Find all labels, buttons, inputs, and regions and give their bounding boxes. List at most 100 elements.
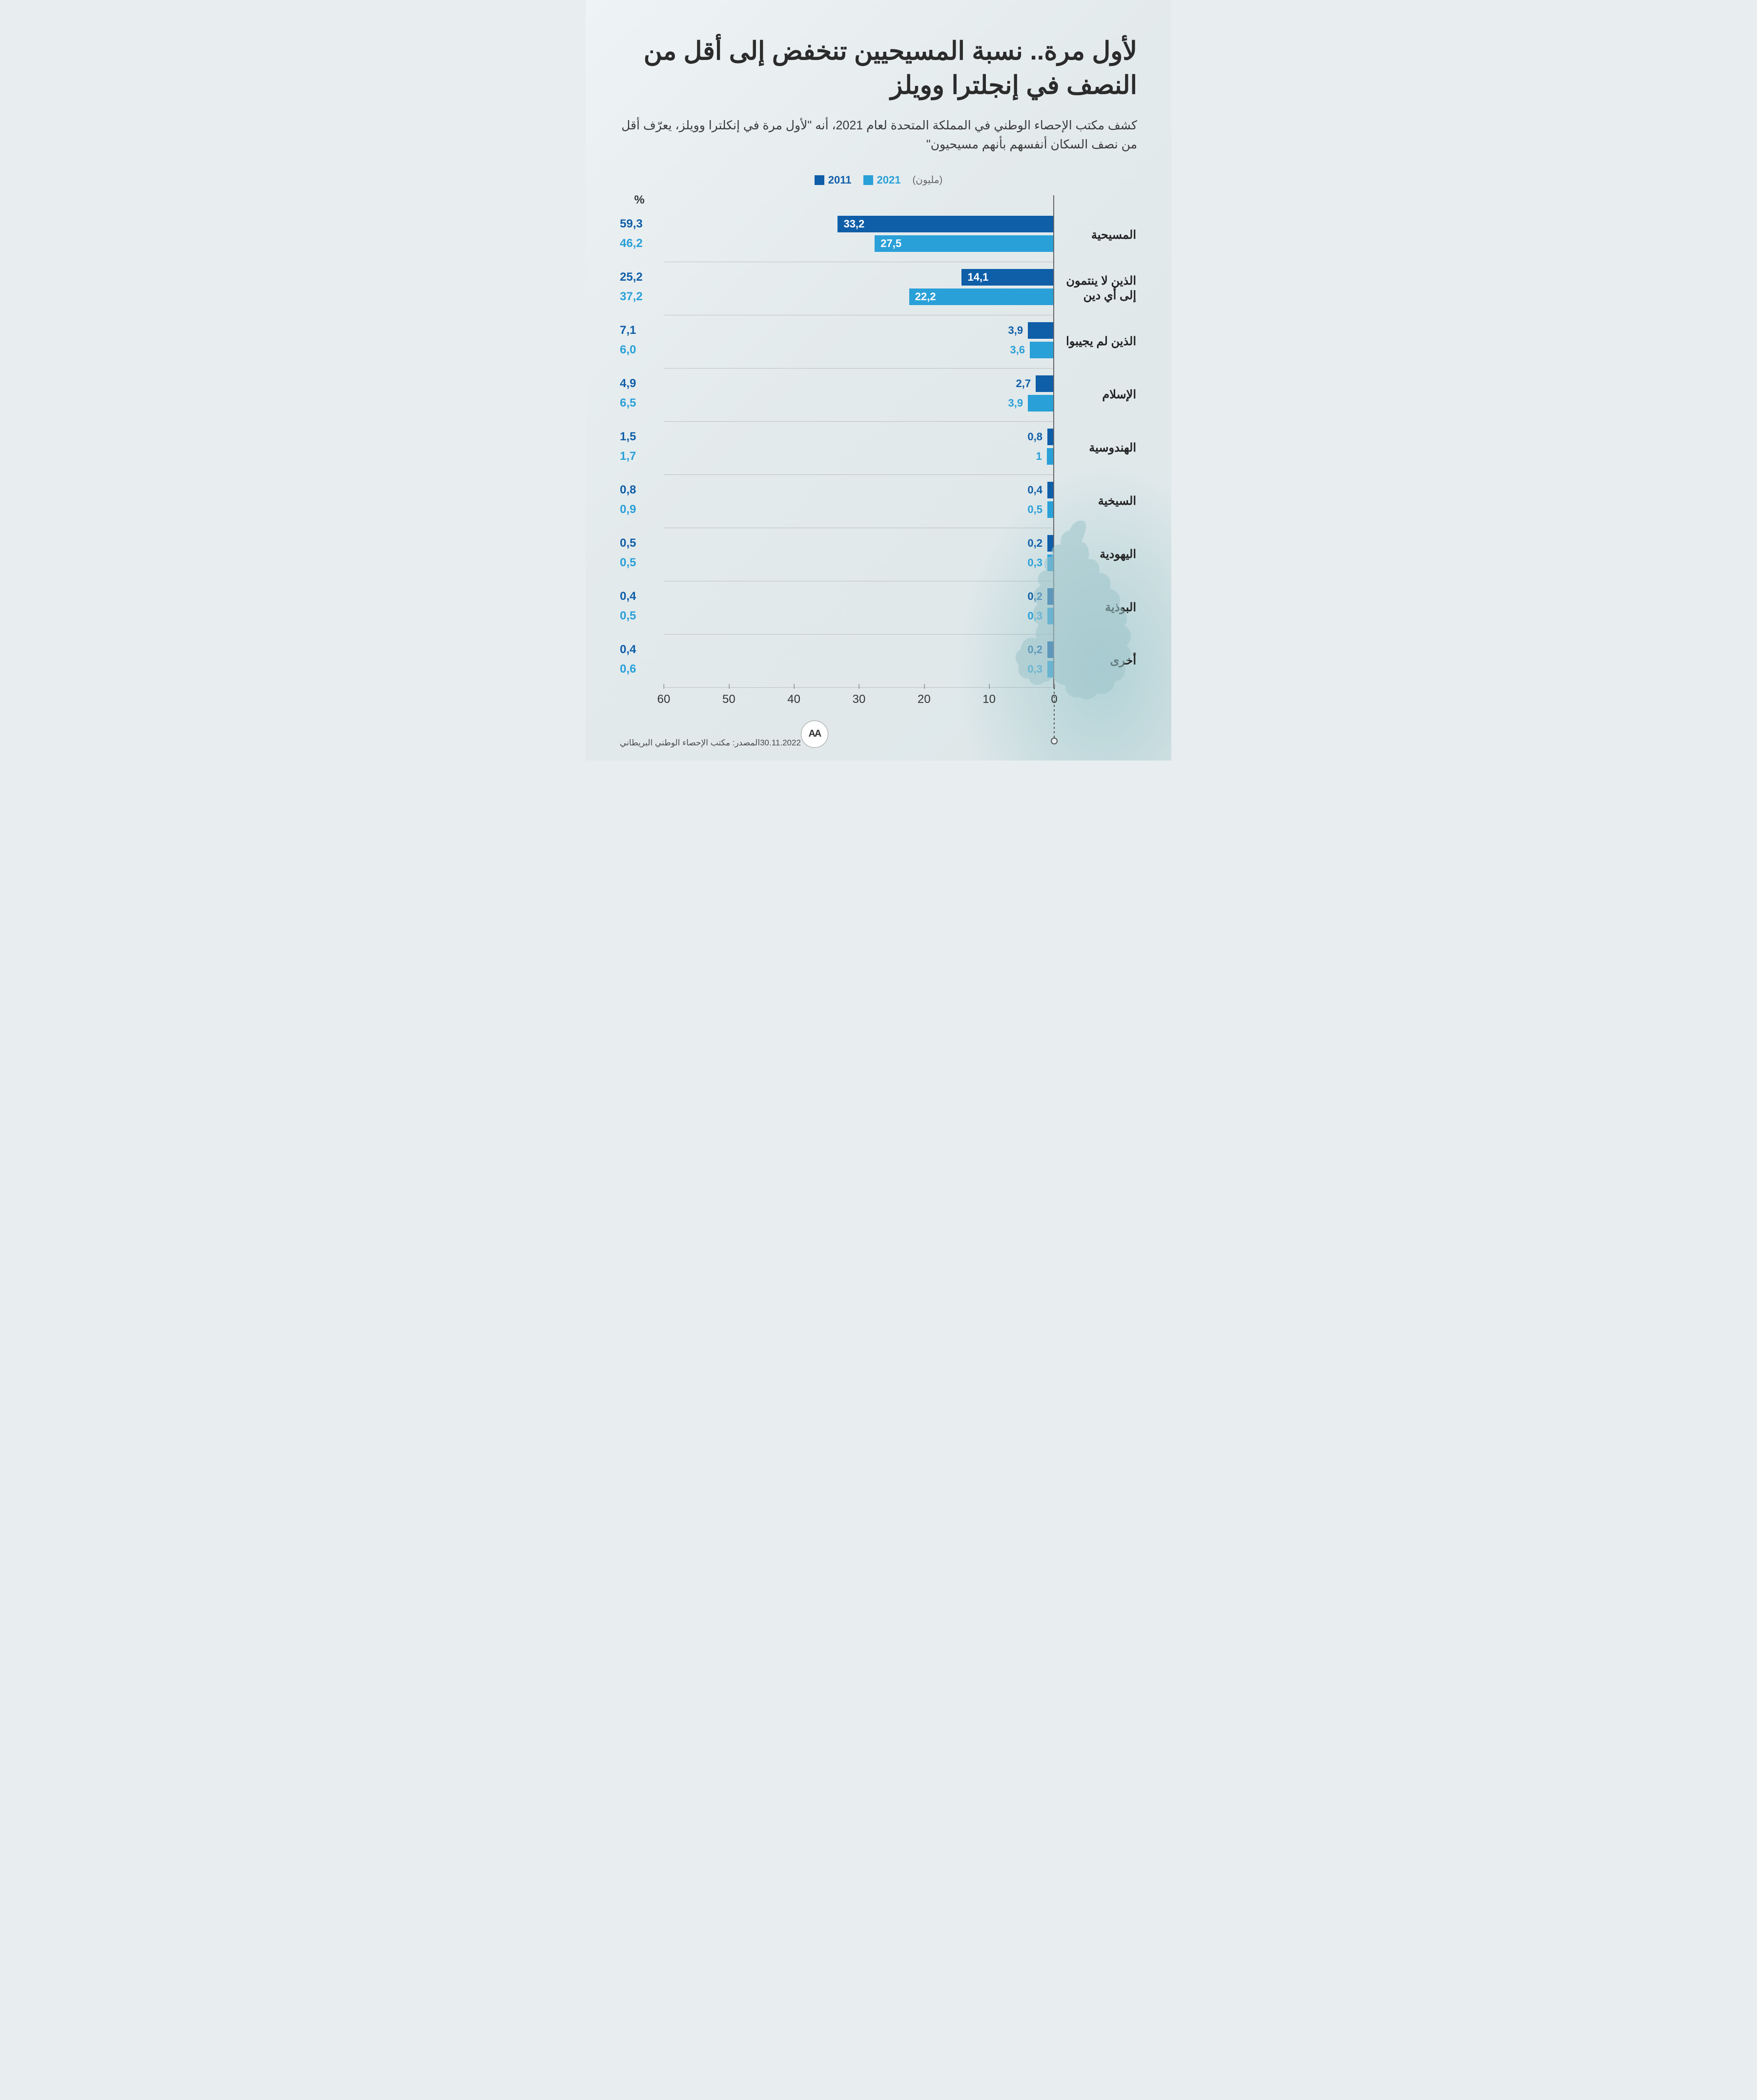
bar: 33,2 [838,216,1053,232]
bar-row: 0,20,5 [664,535,1053,552]
category-label: السيخية [1058,494,1136,509]
bar-value: 3,9 [1008,324,1023,337]
x-axis-tick: 50 [722,688,735,706]
chart-container: % المسيحية33,259,327,546,2الذين لا ينتمو… [620,195,1137,741]
percent-value: 6,5 [620,396,659,410]
legend-item-2021: 2021 [863,174,901,186]
bar-row: 0,50,9 [664,501,1053,518]
bar [1047,641,1053,658]
bar-value: 0,4 [1027,484,1042,496]
footer: المصدر: مكتب الإحصاء الوطني البريطاني 30… [620,721,1137,748]
chart-group: الإسلام2,74,93,96,5 [664,368,1053,421]
bar: 22,2 [909,288,1053,305]
bar [1047,555,1053,571]
chart-group: البوذية0,20,40,30,5 [664,581,1053,634]
x-axis-tick: 30 [853,688,866,706]
percent-value: 7,1 [620,324,659,337]
percent-value: 59,3 [620,217,659,231]
percent-value: 1,5 [620,430,659,444]
bar [1047,588,1053,605]
footer-date: 30.11.2022 [760,738,801,748]
bar-value: 3,6 [1010,344,1025,356]
bar [1030,342,1053,358]
legend-swatch-2021 [863,175,873,185]
percent-value: 37,2 [620,290,659,304]
bar-value: 0,5 [1027,503,1042,516]
category-label: اليهودية [1058,547,1136,562]
percent-value: 4,9 [620,377,659,391]
bar-value: 0,3 [1027,663,1042,676]
bar-row: 3,97,1 [664,322,1053,339]
chart-group: الهندوسية0,81,511,7 [664,421,1053,474]
category-label: الهندوسية [1058,441,1136,455]
bar [1028,395,1053,412]
category-label: البوذية [1058,600,1136,615]
bar-value: 0,3 [1027,556,1042,569]
infographic-page: لأول مرة.. نسبة المسيحيين تنخفض إلى أقل … [586,0,1171,761]
x-axis-tick: 20 [918,688,931,706]
percent-value: 1,7 [620,450,659,463]
category-label: المسيحية [1058,228,1136,243]
percent-value: 0,4 [620,590,659,603]
bar-row: 3,96,5 [664,395,1053,412]
category-label: أخرى [1058,654,1136,668]
bar: 27,5 [875,235,1053,252]
percent-value: 25,2 [620,270,659,284]
category-label: الذين لم يجيبوا [1058,334,1136,349]
chart-group: اليهودية0,20,50,30,5 [664,528,1053,581]
legend-item-2011: 2011 [815,174,852,186]
percent-value: 6,0 [620,343,659,357]
bar: 14,1 [961,269,1053,286]
chart-group: الذين لا ينتمون إلى أي دين14,125,222,237… [664,262,1053,315]
bar-row: 0,30,5 [664,555,1053,571]
bar-row: 0,20,4 [664,588,1053,605]
percent-value: 0,9 [620,503,659,516]
bar-value: 2,7 [1016,377,1031,390]
bar-row: 0,81,5 [664,429,1053,445]
legend-label-2021: 2021 [877,174,901,186]
percent-value: 0,5 [620,609,659,623]
bar-value: 14,1 [967,271,988,284]
x-axis-tick: 10 [982,688,996,706]
bar-value: 0,3 [1027,610,1042,622]
chart-group: السيخية0,40,80,50,9 [664,474,1053,528]
bar-value: 0,8 [1027,431,1042,443]
bar [1047,482,1053,498]
bar-value: 22,2 [915,290,936,303]
page-title: لأول مرة.. نسبة المسيحيين تنخفض إلى أقل … [620,34,1137,103]
bar-value: 0,2 [1027,537,1042,550]
agency-logo: AA [801,721,828,748]
legend-unit: (مليون) [912,174,942,186]
chart-group: الذين لم يجيبوا3,97,13,66,0 [664,315,1053,368]
percent-value: 0,6 [620,662,659,676]
bar-chart: المسيحية33,259,327,546,2الذين لا ينتمون … [664,195,1054,687]
bar-row: 0,30,5 [664,608,1053,624]
percent-value: 0,5 [620,536,659,550]
bar-row: 22,237,2 [664,288,1053,305]
bar [1047,535,1053,552]
percent-header: % [620,193,659,207]
page-subtitle: كشف مكتب الإحصاء الوطني في المملكة المتح… [620,116,1137,154]
bar [1036,375,1053,392]
x-axis: 0102030405060 [664,687,1054,712]
bar [1047,448,1053,465]
bar [1028,322,1053,339]
percent-value: 46,2 [620,237,659,250]
bar [1047,429,1053,445]
bar-row: 2,74,9 [664,375,1053,392]
bar-value: 1 [1036,450,1042,463]
bar-row: 27,546,2 [664,235,1053,252]
x-axis-tick: 40 [787,688,800,706]
percent-value: 0,4 [620,643,659,657]
bar [1047,501,1053,518]
legend-swatch-2011 [815,175,824,185]
bar-row: 14,125,2 [664,269,1053,286]
bar-row: 3,66,0 [664,342,1053,358]
chart-legend: 2011 2021 (مليون) [620,174,1137,186]
chart-group: المسيحية33,259,327,546,2 [664,209,1053,262]
bar [1047,661,1053,678]
bar-row: 0,30,6 [664,661,1053,678]
bar-value: 0,2 [1027,643,1042,656]
percent-value: 0,8 [620,483,659,497]
bar-value: 33,2 [843,218,864,230]
